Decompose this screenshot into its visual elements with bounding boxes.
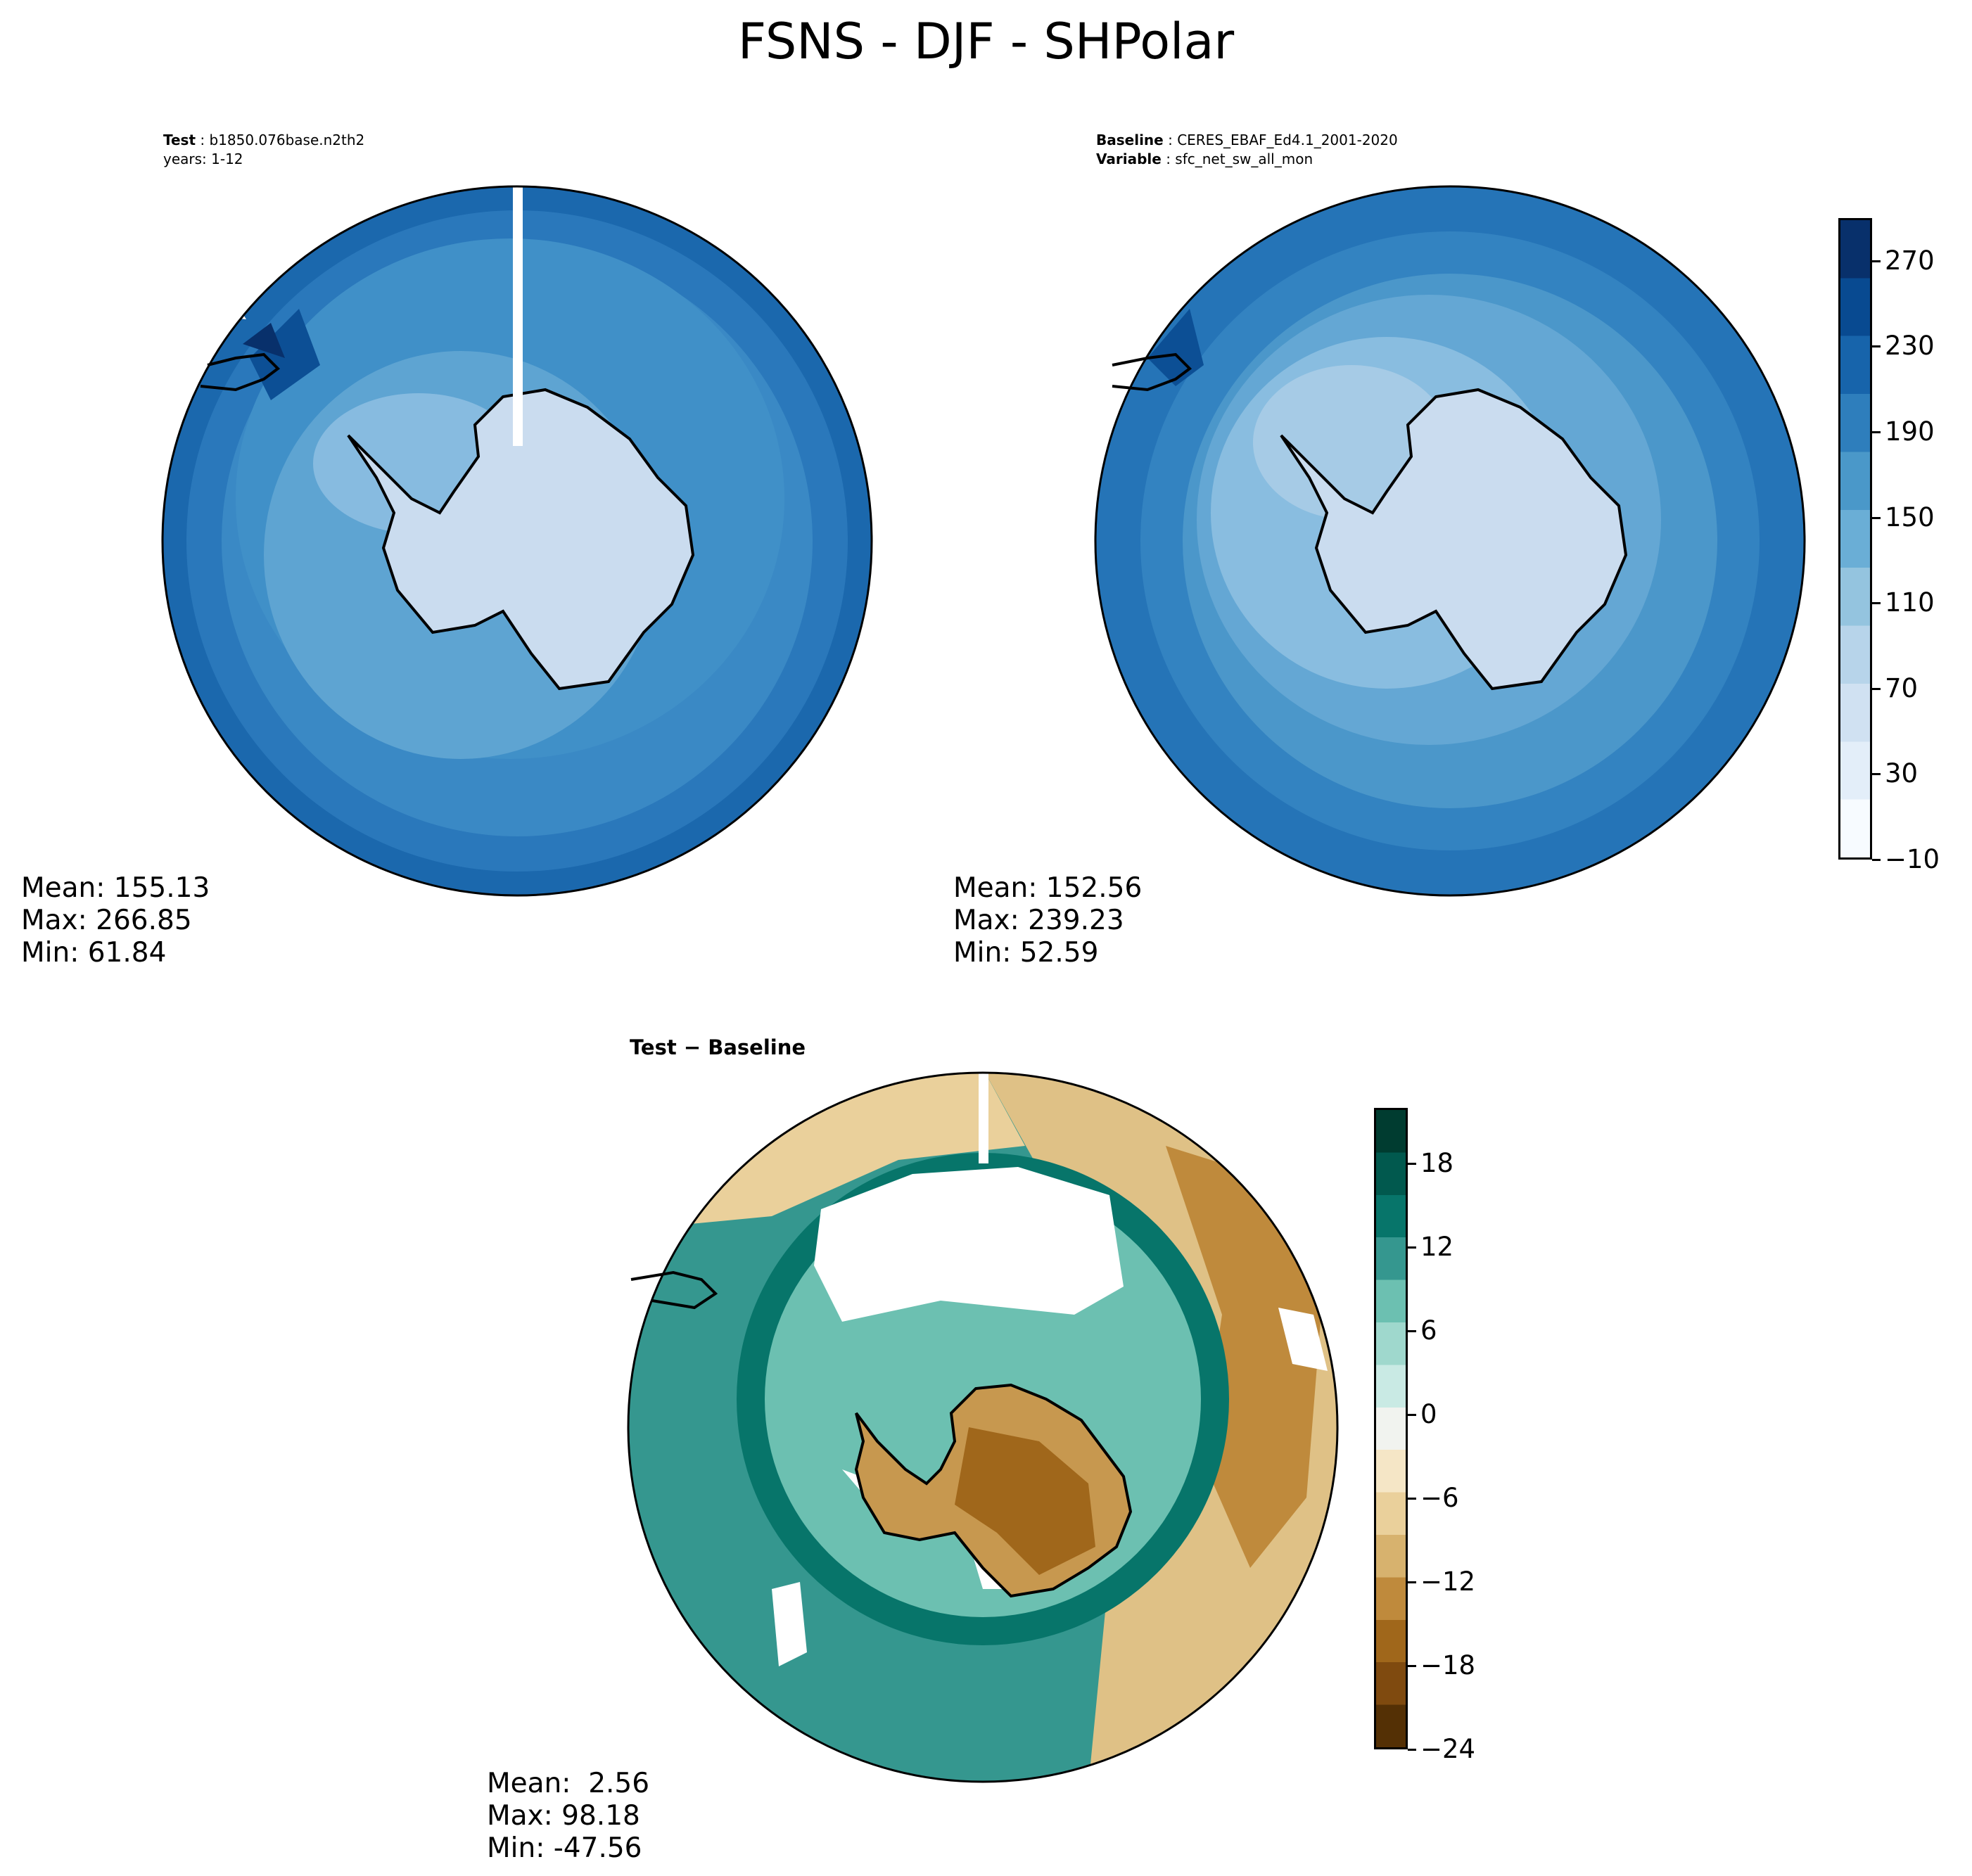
colorbar-tick-mark xyxy=(1872,602,1881,605)
variable-label: Variable : sfc_net_sw_all_mon xyxy=(1096,151,1313,167)
colorbar-main xyxy=(1838,218,1872,860)
colorbar-tick-label: 30 xyxy=(1885,758,1919,789)
test-max: Max: 266.85 xyxy=(21,905,192,936)
diff-max: Max: 98.18 xyxy=(487,1800,640,1832)
colorbar-tick-label: −6 xyxy=(1420,1483,1459,1514)
colorbar-tick-mark xyxy=(1872,260,1881,262)
test-years: years: 1-12 xyxy=(163,151,243,167)
test-stats: Mean: 155.13 Max: 266.85 Min: 61.84 xyxy=(21,872,210,969)
colorbar-tick-mark xyxy=(1872,345,1881,348)
baseline-min: Min: 52.59 xyxy=(953,937,1099,969)
colorbar-tick-label: 18 xyxy=(1420,1148,1454,1179)
colorbar-tick-mark xyxy=(1408,1246,1416,1249)
diff-mean: Mean: 2.56 xyxy=(487,1768,650,1799)
baseline-mean: Mean: 152.56 xyxy=(953,872,1143,904)
south-america-coast xyxy=(200,352,281,392)
variable-name: sfc_net_sw_all_mon xyxy=(1175,151,1313,167)
colorbar-tick-label: 150 xyxy=(1885,502,1935,532)
colorbar-tick-mark xyxy=(1872,687,1881,690)
baseline-polar-map xyxy=(1094,185,1806,897)
colorbar-tick-label: −18 xyxy=(1420,1650,1476,1681)
test-mean: Mean: 155.13 xyxy=(21,872,210,904)
colorbar-tick-label: 0 xyxy=(1420,1399,1437,1430)
diff-title: Test − Baseline xyxy=(630,1035,806,1059)
baseline-stats: Mean: 152.56 Max: 239.23 Min: 52.59 xyxy=(953,872,1142,969)
colorbar-tick-label: 270 xyxy=(1885,245,1935,276)
figure-title: FSNS - DJF - SHPolar xyxy=(737,13,1235,70)
colorbar-tick-label: 12 xyxy=(1420,1232,1454,1263)
colorbar-tick-mark xyxy=(1408,1163,1416,1166)
colorbar-tick-mark xyxy=(1408,1749,1416,1751)
test-polar-map xyxy=(161,184,873,897)
colorbar-tick-label: 230 xyxy=(1885,331,1935,362)
map-boundary xyxy=(1094,185,1806,897)
map-boundary xyxy=(627,1071,1339,1783)
antarctica-landmass xyxy=(347,388,695,691)
colorbar-tick-mark xyxy=(1408,1665,1416,1668)
colorbar-tick-mark xyxy=(1872,516,1881,519)
colorbar-tick-mark xyxy=(1408,1581,1416,1584)
map-boundary xyxy=(161,185,873,897)
colorbar-tick-mark xyxy=(1408,1414,1416,1417)
colorbar-tick-mark xyxy=(1872,431,1881,433)
colorbar-diff xyxy=(1374,1108,1408,1749)
test-label: Test : b1850.076base.n2th2 xyxy=(163,132,365,148)
colorbar-tick-mark xyxy=(1872,773,1881,776)
antarctica-landmass xyxy=(1280,388,1628,691)
baseline-label-key: Baseline xyxy=(1096,132,1164,148)
colorbar-tick-label: −24 xyxy=(1420,1734,1476,1764)
colorbar-tick-label: 190 xyxy=(1885,416,1935,447)
south-america-coast xyxy=(630,1270,718,1310)
colorbar-tick-label: 70 xyxy=(1885,672,1919,703)
baseline-dataset-name: CERES_EBAF_Ed4.1_2001-2020 xyxy=(1177,132,1398,148)
colorbar-tick-label: 110 xyxy=(1885,587,1935,618)
diff-min: Min: -47.56 xyxy=(487,1832,642,1864)
colorbar-tick-label: −10 xyxy=(1885,844,1940,874)
colorbar-tick-mark xyxy=(1408,1498,1416,1500)
colorbar-tick-label: −12 xyxy=(1420,1566,1476,1597)
colorbar-tick-mark xyxy=(1408,1330,1416,1333)
baseline-max: Max: 239.23 xyxy=(953,905,1124,936)
colorbar-tick-mark xyxy=(1872,859,1881,861)
diff-polar-map xyxy=(627,1071,1339,1783)
diff-stats: Mean: 2.56 Max: 98.18 Min: -47.56 xyxy=(487,1768,649,1865)
south-america-coast xyxy=(1112,352,1192,392)
baseline-label: Baseline : CERES_EBAF_Ed4.1_2001-2020 xyxy=(1096,132,1398,148)
test-label-key: Test xyxy=(163,132,196,148)
variable-label-key: Variable xyxy=(1096,151,1162,167)
test-min: Min: 61.84 xyxy=(21,937,167,969)
test-case-name: b1850.076base.n2th2 xyxy=(209,132,365,148)
colorbar-tick-label: 6 xyxy=(1420,1315,1437,1346)
